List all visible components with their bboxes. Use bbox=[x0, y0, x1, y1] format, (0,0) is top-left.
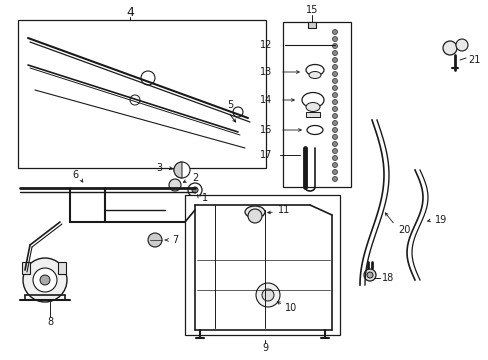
Circle shape bbox=[332, 99, 337, 104]
Text: 13: 13 bbox=[259, 67, 271, 77]
Text: 15: 15 bbox=[305, 5, 318, 15]
Text: 12: 12 bbox=[259, 40, 271, 50]
Text: 18: 18 bbox=[381, 273, 393, 283]
Circle shape bbox=[232, 107, 243, 117]
Text: 1: 1 bbox=[202, 193, 208, 203]
Text: 8: 8 bbox=[47, 317, 53, 327]
Circle shape bbox=[332, 72, 337, 77]
Circle shape bbox=[332, 85, 337, 90]
Circle shape bbox=[332, 176, 337, 181]
Text: 17: 17 bbox=[259, 150, 271, 160]
Circle shape bbox=[187, 183, 202, 197]
Text: 5: 5 bbox=[226, 100, 233, 110]
Bar bbox=[58, 262, 66, 274]
Circle shape bbox=[332, 121, 337, 126]
Text: 4: 4 bbox=[126, 5, 134, 18]
Circle shape bbox=[332, 64, 337, 69]
Circle shape bbox=[141, 71, 155, 85]
Circle shape bbox=[366, 272, 372, 278]
Circle shape bbox=[442, 41, 456, 55]
Circle shape bbox=[332, 107, 337, 112]
Ellipse shape bbox=[244, 206, 264, 218]
Bar bbox=[22, 262, 30, 274]
Text: 19: 19 bbox=[434, 215, 447, 225]
Ellipse shape bbox=[306, 126, 323, 135]
Circle shape bbox=[256, 283, 280, 307]
Circle shape bbox=[363, 269, 375, 281]
Circle shape bbox=[332, 135, 337, 139]
Circle shape bbox=[33, 268, 57, 292]
Text: 14: 14 bbox=[259, 95, 271, 105]
Ellipse shape bbox=[308, 72, 320, 78]
Circle shape bbox=[332, 170, 337, 175]
Ellipse shape bbox=[305, 103, 319, 112]
Circle shape bbox=[332, 156, 337, 161]
Circle shape bbox=[169, 179, 181, 191]
Circle shape bbox=[332, 30, 337, 35]
Bar bbox=[184, 195, 339, 335]
Bar bbox=[18, 20, 265, 168]
Bar bbox=[305, 112, 319, 117]
Circle shape bbox=[332, 36, 337, 41]
Text: 20: 20 bbox=[397, 225, 409, 235]
Ellipse shape bbox=[305, 64, 324, 76]
Circle shape bbox=[332, 78, 337, 84]
Ellipse shape bbox=[302, 93, 324, 108]
Circle shape bbox=[332, 148, 337, 153]
Text: 11: 11 bbox=[278, 205, 290, 215]
Text: 16: 16 bbox=[259, 125, 271, 135]
Circle shape bbox=[332, 113, 337, 118]
Circle shape bbox=[247, 209, 262, 223]
Circle shape bbox=[174, 162, 190, 178]
Wedge shape bbox=[174, 162, 182, 178]
Circle shape bbox=[23, 258, 67, 302]
Text: 7: 7 bbox=[172, 235, 178, 245]
Circle shape bbox=[332, 141, 337, 147]
Circle shape bbox=[192, 187, 198, 193]
Circle shape bbox=[148, 233, 162, 247]
Circle shape bbox=[332, 93, 337, 98]
Text: 6: 6 bbox=[72, 170, 78, 180]
Text: 9: 9 bbox=[262, 343, 267, 353]
Circle shape bbox=[332, 58, 337, 63]
Bar bbox=[283, 22, 350, 187]
Bar bbox=[307, 22, 315, 28]
Circle shape bbox=[332, 44, 337, 49]
Text: 2: 2 bbox=[192, 173, 198, 183]
Circle shape bbox=[332, 162, 337, 167]
Text: 21: 21 bbox=[467, 55, 479, 65]
Circle shape bbox=[262, 289, 273, 301]
Text: 3: 3 bbox=[156, 163, 162, 173]
Circle shape bbox=[455, 39, 467, 51]
Text: 10: 10 bbox=[285, 303, 297, 313]
Circle shape bbox=[332, 127, 337, 132]
Circle shape bbox=[332, 50, 337, 55]
Circle shape bbox=[40, 275, 50, 285]
Circle shape bbox=[130, 95, 140, 105]
